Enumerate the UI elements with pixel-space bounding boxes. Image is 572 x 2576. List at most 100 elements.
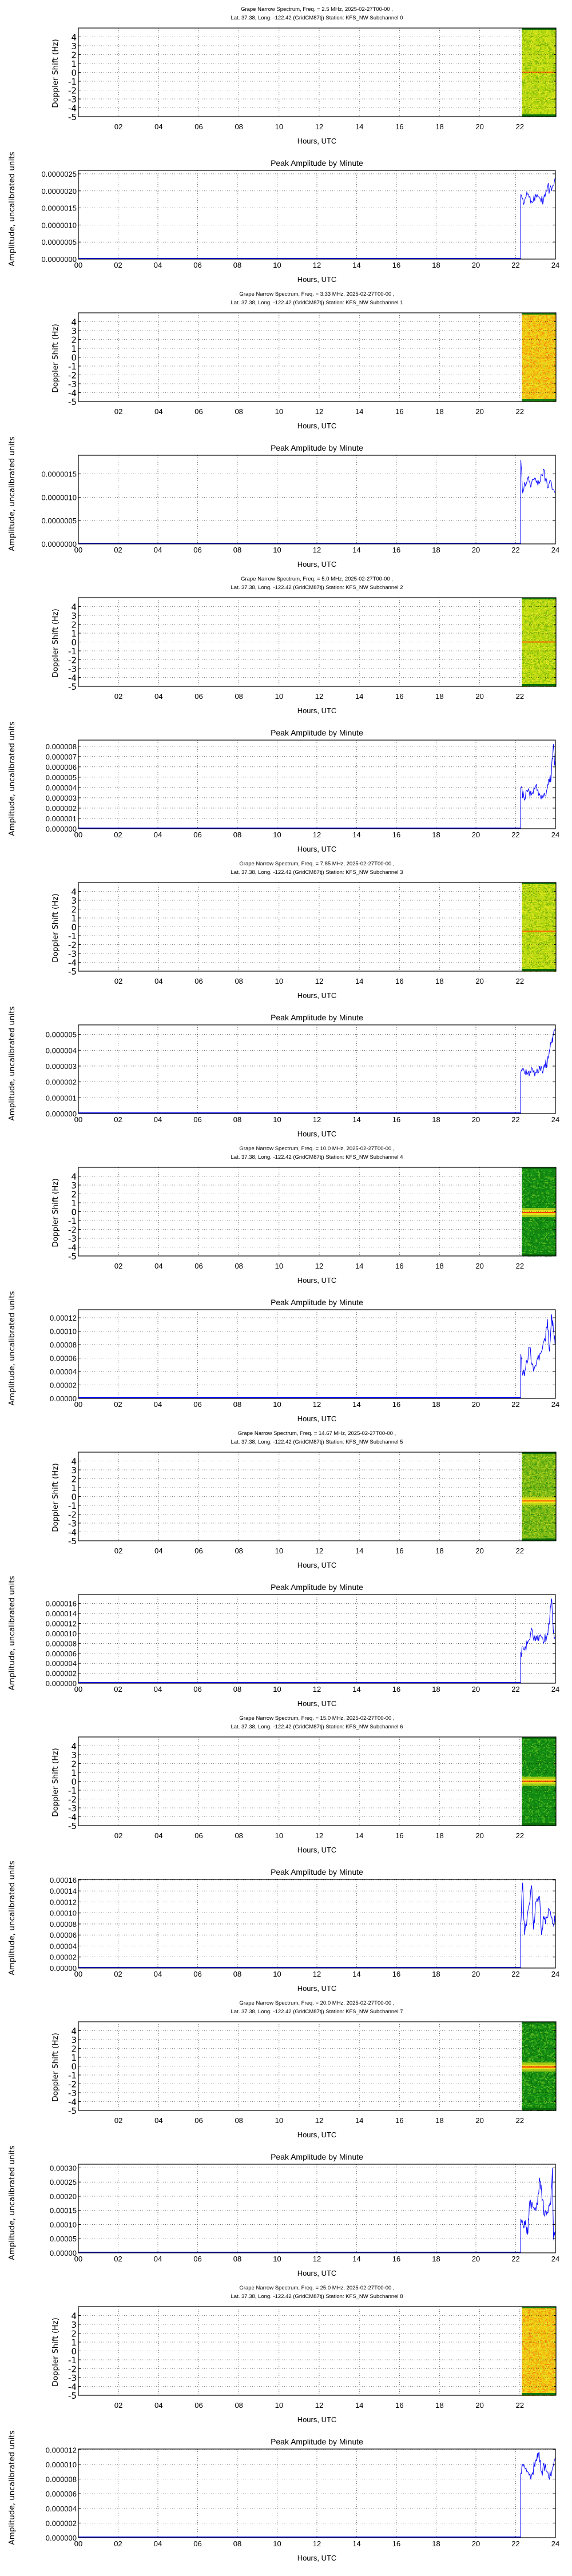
amplitude-xlabel: Hours, UTC <box>297 1984 337 1993</box>
spectrum-xtick-label: 04 <box>154 692 162 701</box>
spectrum-xtick-label: 12 <box>315 1547 323 1555</box>
spectrum-title: Grape Narrow Spectrum, Freq. = 5.0 MHz, … <box>241 576 393 582</box>
spectrum-xtick-label: 12 <box>315 122 323 131</box>
spectrum-xtick-label: 20 <box>475 1831 483 1840</box>
spectrum-grid <box>78 313 556 401</box>
spectrum-xtick-label: 14 <box>355 977 363 985</box>
spectrum-ylabel: Doppler Shift (Hz) <box>51 893 60 962</box>
spectrum-grid <box>78 598 556 686</box>
amplitude-xtick-label: 06 <box>193 546 201 554</box>
spectrum-xtick-label: 22 <box>516 1547 524 1555</box>
spectrum-xtick-label: 20 <box>475 977 483 985</box>
amplitude-ytick-label: 0.00015 <box>50 2207 77 2215</box>
amplitude-xtick-label: 04 <box>154 1400 162 1409</box>
amplitude-xtick-label: 20 <box>472 546 480 554</box>
spectrum-grid <box>78 1167 556 1256</box>
spectrum-xtick-label: 06 <box>194 692 202 701</box>
subchannel-block-7: Grape Narrow Spectrum, Freq. = 20.0 MHz,… <box>7 2000 559 2277</box>
amplitude-xtick-label: 14 <box>352 830 360 839</box>
amplitude-xtick-label: 22 <box>511 261 519 269</box>
amplitude-ytick-label: 0.000002 <box>46 804 77 813</box>
amplitude-ytick-label: 0.000004 <box>46 1659 77 1668</box>
spectrum-xtick-label: 16 <box>395 692 403 701</box>
spectrum-title: Grape Narrow Spectrum, Freq. = 14.67 MHz… <box>238 1430 396 1437</box>
amplitude-ytick-label: 0.000012 <box>46 1620 77 1628</box>
spectrum-xtick-label: 18 <box>435 1262 443 1270</box>
amplitude-xtick-label: 00 <box>74 1400 82 1409</box>
spectrum-xtick-label: 08 <box>235 1547 243 1555</box>
amplitude-xtick-label: 06 <box>193 2255 201 2263</box>
amplitude-ytick-label: 0.00010 <box>50 2220 77 2229</box>
amplitude-xtick-label: 18 <box>432 2255 440 2263</box>
amplitude-ytick-label: 0.000000 <box>46 1110 77 1118</box>
amplitude-ytick-label: 0.00012 <box>50 1898 77 1906</box>
spectrum-xtick-label: 08 <box>235 977 243 985</box>
amplitude-axes-frame <box>78 2449 555 2538</box>
amplitude-xtick-label: 20 <box>472 830 480 839</box>
spectrum-ylabel: Doppler Shift (Hz) <box>51 2317 60 2386</box>
spectrum-axes-frame <box>78 2022 556 2110</box>
spectrum-ylabel: Doppler Shift (Hz) <box>51 609 60 677</box>
amplitude-grid <box>78 1595 555 1683</box>
peak-amplitude-plot: Peak Amplitude by Minute0.0000000.000001… <box>7 721 559 853</box>
spectrum-ylabel: Doppler Shift (Hz) <box>51 1178 60 1247</box>
spectrum-title: Grape Narrow Spectrum, Freq. = 10.0 MHz,… <box>239 1146 394 1152</box>
spectrum-xtick-label: 18 <box>435 1831 443 1840</box>
amplitude-xtick-label: 12 <box>313 830 321 839</box>
spectrum-title: Grape Narrow Spectrum, Freq. = 25.0 MHz,… <box>239 2285 394 2291</box>
spectrum-xtick-label: 14 <box>355 1262 363 1270</box>
amplitude-ytick-label: 0.00014 <box>50 1887 77 1895</box>
amplitude-ytick-label: 0.00000 <box>50 1964 77 1973</box>
amplitude-xtick-label: 20 <box>472 1400 480 1409</box>
amplitude-xtick-label: 12 <box>313 1115 321 1124</box>
spectrum-subtitle: Lat. 37.38, Long. -122.42 (GridCM87tj) S… <box>231 1154 403 1160</box>
amplitude-xtick-label: 08 <box>233 2255 241 2263</box>
spectrum-xtick-label: 16 <box>395 1262 403 1270</box>
amplitude-xtick-label: 08 <box>233 1400 241 1409</box>
peak-amplitude-plot: Peak Amplitude by Minute0.000000.000050.… <box>7 2145 559 2277</box>
amplitude-xtick-label: 18 <box>432 1685 440 1694</box>
spectrum-ytick-label: -5 <box>68 1251 77 1262</box>
amplitude-xtick-label: 00 <box>74 830 82 839</box>
amplitude-title: Peak Amplitude by Minute <box>271 728 363 737</box>
spectrum-xtick-label: 16 <box>395 2401 403 2410</box>
spectrum-xtick-label: 06 <box>194 1547 202 1555</box>
spectrum-xtick-label: 20 <box>475 2116 483 2125</box>
spectrum-xtick-label: 10 <box>275 2116 283 2125</box>
amplitude-ytick-label: 0.000014 <box>46 1609 77 1618</box>
subchannel-block-3: Grape Narrow Spectrum, Freq. = 7.85 MHz,… <box>7 861 559 1138</box>
amplitude-ytick-label: 0.000016 <box>46 1600 77 1608</box>
amplitude-xtick-label: 12 <box>313 261 321 269</box>
amplitude-xtick-label: 22 <box>511 546 519 554</box>
doppler-spectrum-plot: Grape Narrow Spectrum, Freq. = 2.5 MHz, … <box>51 6 556 145</box>
amplitude-xtick-label: 10 <box>273 2255 281 2263</box>
amplitude-xtick-label: 14 <box>352 1685 360 1694</box>
spectrogram-heatmap <box>522 1452 556 1541</box>
spectrum-xtick-label: 18 <box>435 122 443 131</box>
spectrum-xtick-label: 20 <box>475 692 483 701</box>
amplitude-xtick-label: 04 <box>154 830 162 839</box>
spectrum-xtick-label: 02 <box>114 692 122 701</box>
spectrum-xtick-label: 02 <box>114 122 122 131</box>
amplitude-xtick-label: 00 <box>74 2255 82 2263</box>
amplitude-xlabel: Hours, UTC <box>297 560 337 569</box>
amplitude-xtick-label: 12 <box>313 1970 321 1978</box>
amplitude-ytick-label: 0.000010 <box>46 1629 77 1638</box>
amplitude-xtick-label: 06 <box>193 1115 201 1124</box>
spectrum-xtick-label: 16 <box>395 407 403 416</box>
amplitude-ytick-label: 0.000007 <box>46 753 77 761</box>
amplitude-xtick-label: 02 <box>114 1115 122 1124</box>
amplitude-axes-frame <box>78 1025 555 1114</box>
amplitude-xtick-label: 00 <box>74 1685 82 1694</box>
amplitude-xtick-label: 16 <box>392 1400 400 1409</box>
spectrum-xtick-label: 10 <box>275 122 283 131</box>
amplitude-xtick-label: 10 <box>273 1115 281 1124</box>
amplitude-xtick-label: 10 <box>273 1400 281 1409</box>
amplitude-ytick-label: 0.0000015 <box>42 204 77 213</box>
doppler-spectrum-plot: Grape Narrow Spectrum, Freq. = 15.0 MHz,… <box>51 1715 556 1854</box>
amplitude-ytick-label: 0.00002 <box>50 1381 77 1390</box>
amplitude-ytick-label: 0.0000015 <box>42 470 77 479</box>
amplitude-xtick-label: 24 <box>551 546 559 554</box>
amplitude-ytick-label: 0.000004 <box>46 784 77 792</box>
amplitude-grid <box>78 1879 555 1968</box>
